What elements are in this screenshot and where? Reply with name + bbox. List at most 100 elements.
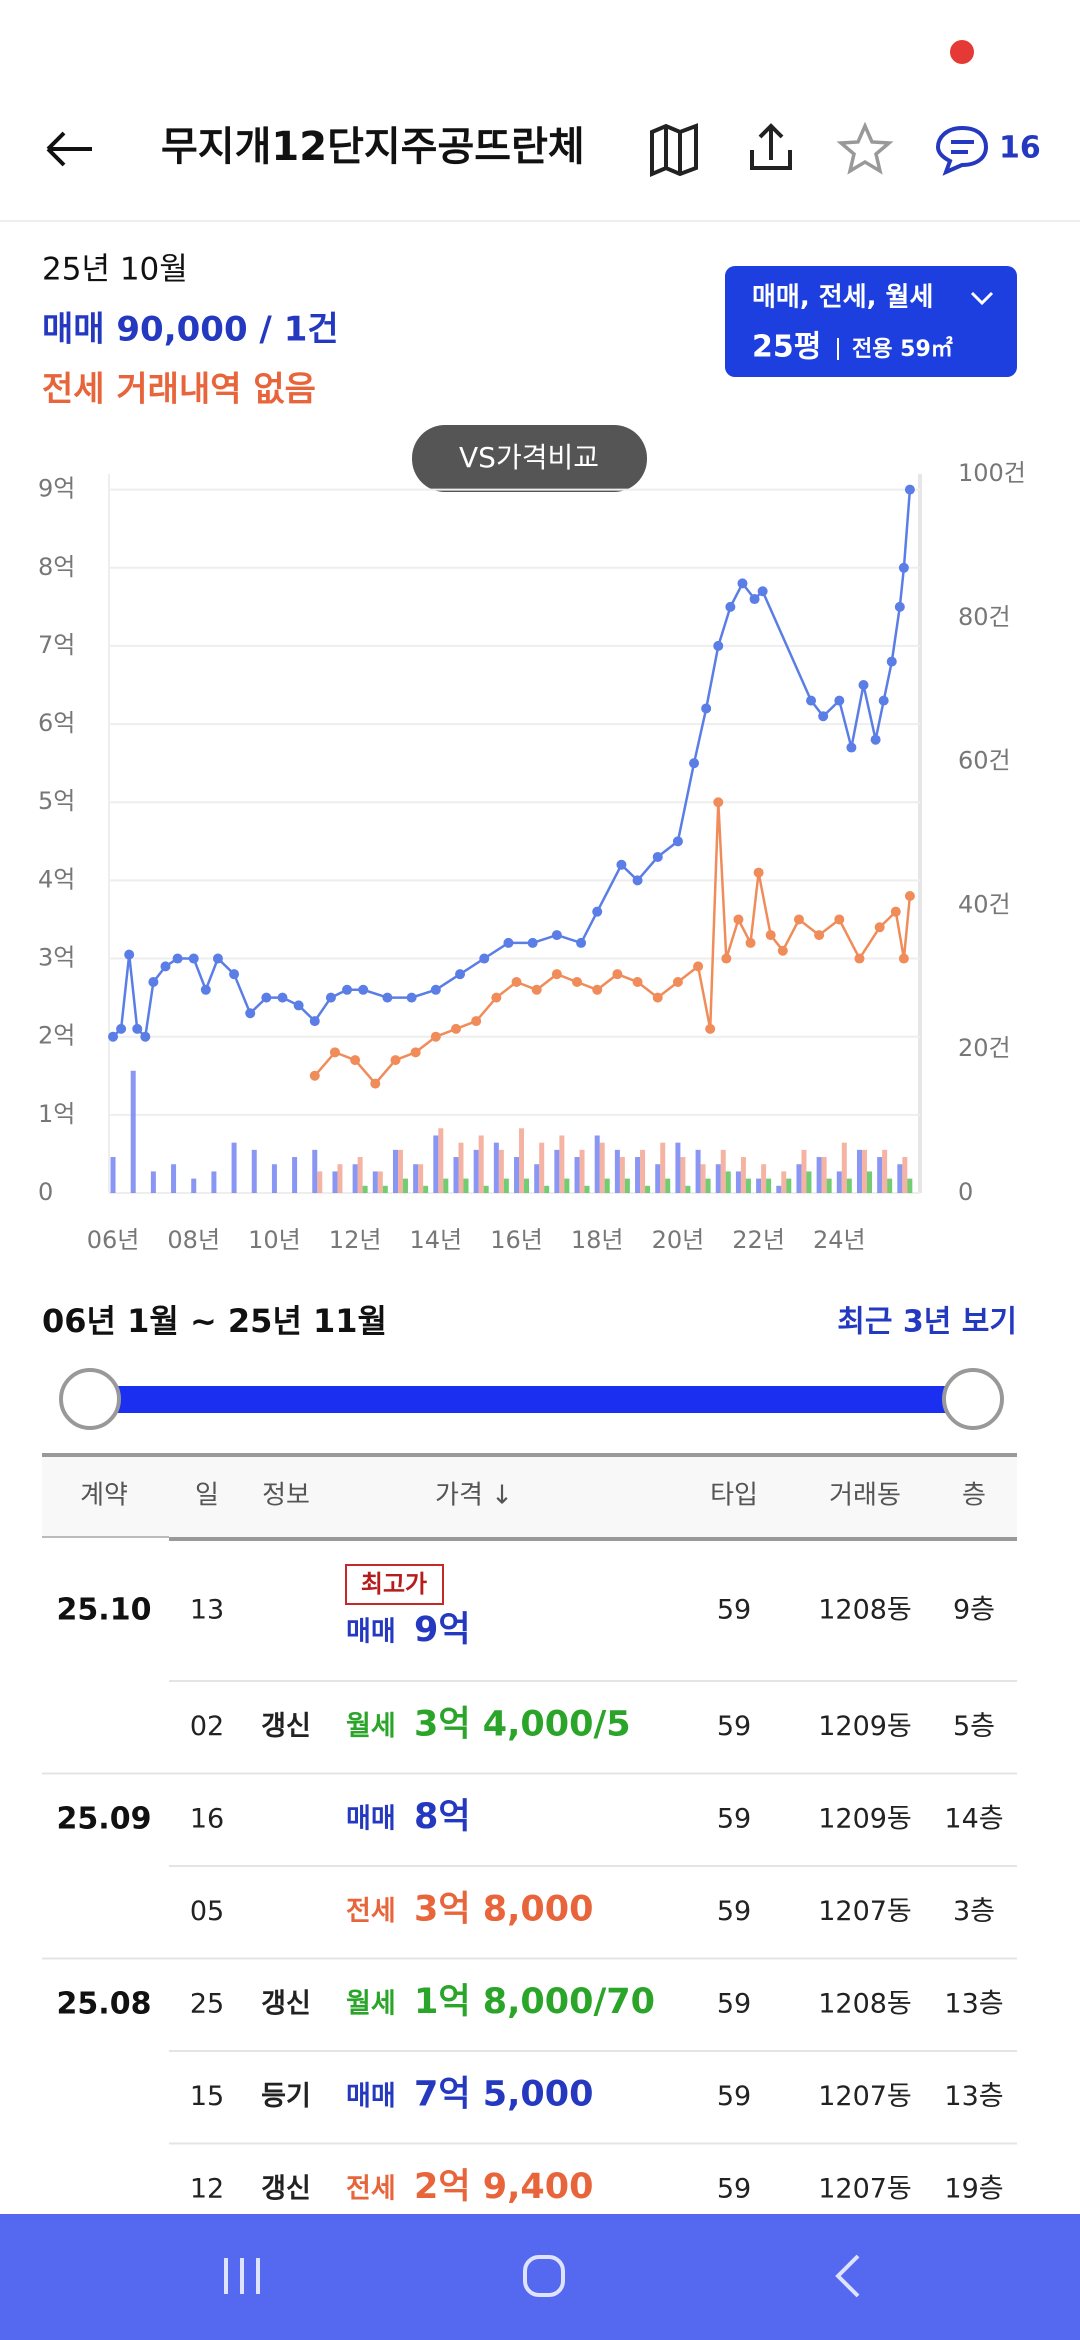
price-point (777, 945, 788, 956)
price-point (749, 594, 760, 605)
price-point (406, 992, 417, 1003)
price-point (527, 937, 538, 948)
volume-bar (882, 1149, 888, 1193)
price-point (576, 937, 587, 948)
building: 1209동 (818, 1711, 912, 1742)
price-point (108, 1031, 119, 1042)
price-point (765, 930, 776, 941)
volume-bar (604, 1178, 610, 1193)
page-title: 무지개12단지주공뜨란체 (161, 124, 585, 170)
info: 갱신 (261, 1988, 311, 2019)
volume-bar (463, 1178, 469, 1193)
nav-back[interactable] (835, 2254, 860, 2298)
price-point (531, 984, 542, 995)
compare-button[interactable]: VS가격비교 (412, 425, 647, 492)
volume-bar (519, 1128, 525, 1193)
volume-bar (564, 1178, 570, 1193)
x-tick-label: 14년 (410, 1226, 463, 1254)
table-header-bg (42, 1454, 1017, 1537)
unit-type: 59 (717, 1595, 751, 1626)
building: 1208동 (818, 1595, 912, 1626)
unit-type: 59 (717, 1988, 751, 2019)
column-header: 거래동 (829, 1481, 901, 1511)
comment-icon[interactable] (935, 125, 989, 176)
info: 갱신 (261, 1711, 311, 1742)
price-point (737, 578, 748, 589)
navigation-bar (0, 2214, 1080, 2340)
volume-bar (382, 1185, 388, 1193)
price-point (793, 914, 804, 925)
price-point (874, 922, 885, 933)
price-point (261, 992, 272, 1003)
volume-bar (907, 1178, 913, 1193)
price-point (632, 976, 643, 987)
y-tick-label: 1억 (38, 1100, 75, 1128)
nav-home[interactable] (523, 2255, 565, 2297)
volume-bar (362, 1185, 368, 1193)
price-point (592, 906, 603, 917)
floor: 14층 (944, 1803, 1003, 1834)
volume-bar (619, 1157, 625, 1193)
price-point (672, 836, 683, 847)
volume-bar (761, 1164, 767, 1193)
price-point (172, 953, 183, 964)
floor: 3층 (953, 1896, 995, 1927)
favorite-icon[interactable] (836, 121, 894, 175)
column-header: 가격 ↓ (435, 1481, 513, 1511)
price-point (410, 1047, 421, 1058)
price-point (733, 914, 744, 925)
volume-bar (130, 1070, 136, 1193)
price-point (834, 695, 845, 706)
column-header: 타입 (710, 1481, 758, 1511)
y2-tick-label: 20건 (958, 1034, 1011, 1062)
compare-label: VS가격비교 (459, 441, 599, 474)
volume-bar (171, 1164, 177, 1193)
volume-bar (397, 1149, 403, 1193)
price-point (471, 1016, 482, 1027)
price-point (124, 949, 135, 960)
price-point (200, 984, 211, 995)
map-icon[interactable] (650, 123, 698, 178)
summary-month: 25년 10월 (42, 252, 188, 288)
volume-bar (735, 1171, 741, 1193)
building: 1209동 (818, 1803, 912, 1834)
volume-bar (332, 1171, 338, 1193)
x-tick-label: 20년 (652, 1226, 705, 1254)
floor: 13층 (944, 1988, 1003, 2019)
volume-bar (150, 1171, 156, 1193)
y-tick-label: 5억 (38, 787, 75, 815)
price-point (725, 601, 736, 612)
volume-bar (352, 1164, 358, 1193)
price-point (148, 976, 159, 987)
price-point (745, 937, 756, 948)
volume-bar (745, 1178, 751, 1193)
unit-type: 59 (717, 1711, 751, 1742)
filter-area: 전용 59㎡ (852, 336, 953, 362)
volume-bar (614, 1149, 620, 1193)
price-point (858, 680, 869, 691)
range-handle-start[interactable] (59, 1368, 121, 1430)
y2-tick-label: 60건 (958, 747, 1011, 775)
back-button[interactable] (46, 131, 92, 167)
column-header: 정보 (262, 1481, 310, 1511)
comment-count[interactable]: 16 (999, 131, 1041, 166)
volume-bar (846, 1178, 852, 1193)
volume-bar (317, 1171, 323, 1193)
volume-bar (438, 1128, 444, 1193)
x-tick-label: 16년 (490, 1226, 543, 1254)
price-line (112, 489, 912, 1040)
y-tick-label: 0 (38, 1178, 53, 1206)
price-point (551, 969, 562, 980)
price-point (693, 961, 704, 972)
recent-3y-link[interactable]: 최근 3년 보기 (837, 1305, 1017, 1340)
nav-recent[interactable] (224, 2258, 260, 2294)
range-handle-end[interactable] (942, 1368, 1004, 1430)
price-point (382, 992, 393, 1003)
filter-button[interactable]: 매매, 전세, 월세 25평 전용 59㎡ (725, 266, 1017, 377)
share-icon[interactable] (750, 123, 792, 170)
price-point (689, 758, 700, 769)
volume-bar (902, 1157, 908, 1193)
price-point (753, 867, 764, 878)
deal-price: 7억 5,000 (414, 2074, 593, 2114)
floor: 19층 (944, 2173, 1003, 2204)
